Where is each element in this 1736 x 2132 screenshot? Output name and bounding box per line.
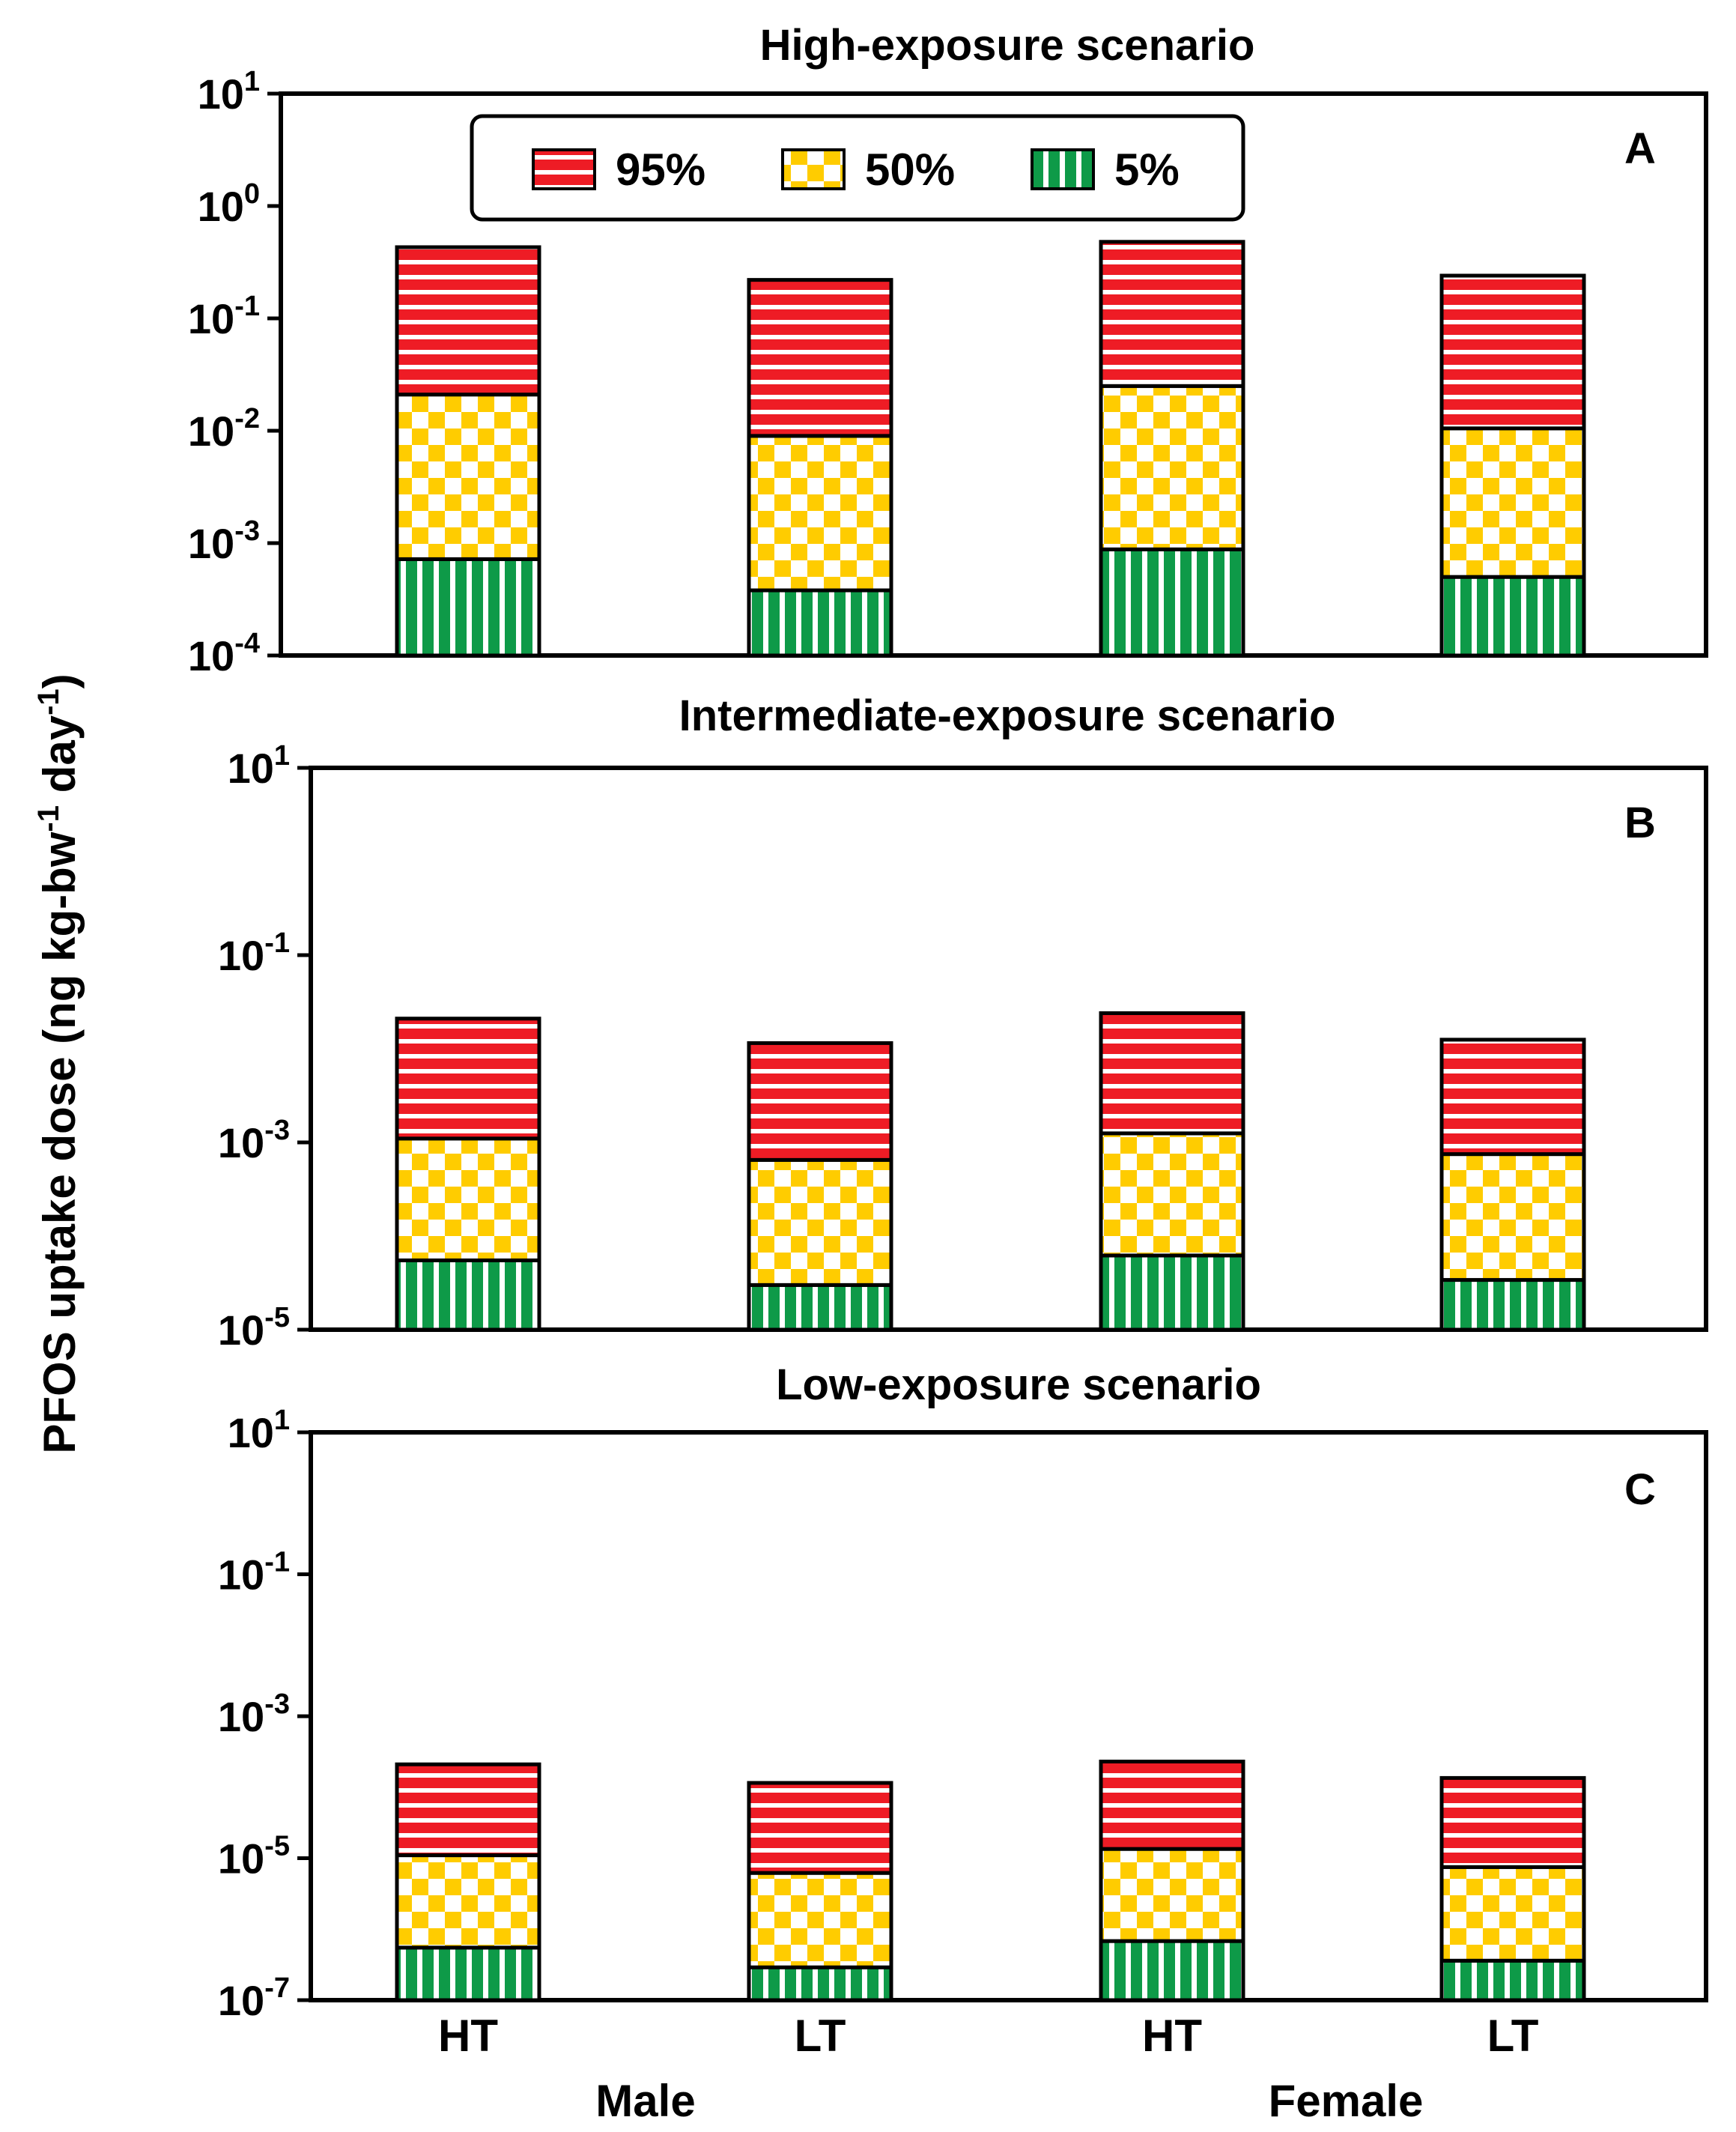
bar-segment-95-ht-0	[395, 1017, 541, 1141]
y-tick-label: 100	[198, 178, 260, 230]
bar-segment-95-lt-1	[747, 1041, 893, 1162]
legend: 95% 50% 5%	[470, 114, 1245, 222]
y-tick-label: 10-3	[218, 1689, 290, 1740]
y-tick-label: 10-3	[218, 1115, 290, 1166]
bar-segment-95-ht-0	[395, 1762, 541, 1858]
bar-segment-50-lt-3	[1439, 1865, 1586, 1963]
bar-segment-5-ht-2	[1099, 1939, 1245, 2002]
bar-segment-5-ht-0	[395, 1258, 541, 1332]
bar-segment-95-lt-3	[1439, 273, 1586, 431]
panel-c-bars	[395, 1759, 1586, 2002]
panel-b-label: B	[1624, 799, 1656, 847]
legend-label-50: 50%	[865, 145, 955, 195]
y-tick-label: 10-4	[188, 628, 260, 679]
panel-a-yaxis: 101 100 10-1 10-2 10-3 10-4	[188, 66, 281, 679]
y-tick-label: 101	[228, 1405, 290, 1456]
y-tick-label: 10-3	[188, 515, 260, 567]
bar-segment-95-ht-2	[1099, 240, 1245, 388]
y-axis-label: PFOS uptake dose (ng kg-bw-1 day-1)	[32, 673, 85, 1453]
x-category-label: HT	[438, 2011, 498, 2061]
bar-segment-95-ht-0	[395, 245, 541, 397]
panel-b: Intermediate-exposure scenario 10110-110…	[218, 691, 1708, 1354]
bar-segment-5-ht-2	[1099, 547, 1245, 658]
panel-c-yaxis: 101 10-1 10-3 10-5 10-7	[218, 1405, 311, 2024]
bar-segment-95-lt-3	[1439, 1775, 1586, 1869]
panel-a: High-exposure scenario 101 100 10-1 10-2 10-…	[188, 21, 1708, 679]
x-category-label: LT	[1487, 2011, 1539, 2061]
bar-segment-50-lt-1	[747, 1871, 893, 1969]
bar-segment-50-ht-0	[395, 1853, 541, 1950]
bar-segment-95-lt-3	[1439, 1038, 1586, 1157]
legend-swatch-5	[1031, 148, 1095, 190]
legend-label-5: 5%	[1114, 145, 1180, 195]
bar-segment-50-lt-1	[747, 1157, 893, 1287]
y-tick-label: 10-1	[218, 1547, 290, 1599]
bar-segment-5-ht-2	[1099, 1253, 1245, 1332]
panel-b-bars	[395, 1011, 1586, 1332]
panel-a-title: High-exposure scenario	[760, 21, 1255, 70]
bar-segment-5-lt-3	[1439, 1958, 1586, 2002]
y-tick-label: 10-1	[218, 927, 290, 979]
panel-c-label: C	[1624, 1465, 1656, 1514]
y-tick-label: 10-7	[218, 1972, 290, 2024]
y-tick-label: 101	[228, 740, 290, 792]
panel-a-label: A	[1624, 124, 1656, 173]
bar-segment-50-ht-0	[395, 1136, 541, 1262]
x-category-label: HT	[1142, 2011, 1202, 2061]
x-axis-categories: HT LT HT LT	[438, 2011, 1538, 2061]
bar-segment-5-ht-0	[395, 1945, 541, 2002]
bar-segment-5-lt-1	[747, 588, 893, 658]
panel-b-title: Intermediate-exposure scenario	[679, 691, 1336, 740]
panel-a-bars	[395, 240, 1586, 658]
legend-box	[470, 114, 1245, 222]
bar-segment-95-lt-1	[747, 1781, 893, 1875]
bar-segment-95-ht-2	[1099, 1759, 1245, 1851]
bar-segment-5-lt-3	[1439, 575, 1586, 658]
x-category-label: LT	[795, 2011, 846, 2061]
legend-label-95: 95%	[616, 145, 705, 195]
bar-segment-50-lt-3	[1439, 426, 1586, 579]
panel-c-title: Low-exposure scenario	[776, 1360, 1261, 1409]
bar-segment-50-lt-3	[1439, 1152, 1586, 1282]
bar-segment-5-lt-3	[1439, 1278, 1586, 1332]
bar-segment-5-ht-0	[395, 557, 541, 658]
y-tick-label: 101	[198, 66, 260, 118]
group-label-male: Male	[595, 2076, 695, 2126]
bar-segment-50-ht-2	[1099, 1131, 1245, 1258]
y-tick-label: 10-5	[218, 1831, 290, 1883]
bar-segment-95-ht-2	[1099, 1011, 1245, 1136]
bar-segment-95-lt-1	[747, 278, 893, 438]
group-label-female: Female	[1269, 2076, 1424, 2126]
bar-segment-50-ht-0	[395, 393, 541, 561]
legend-swatch-95	[532, 148, 596, 190]
y-tick-label: 10-1	[188, 291, 260, 342]
y-tick-label: 10-5	[218, 1302, 290, 1354]
bar-segment-5-lt-1	[747, 1965, 893, 2002]
panel-b-yaxis: 101 10-1 10-3 10-5	[218, 740, 311, 1354]
legend-swatch-50	[781, 148, 846, 190]
bar-segment-50-ht-2	[1099, 384, 1245, 551]
panel-c: Low-exposure scenario 101 10-1 10-3 10-5 10-…	[218, 1360, 1708, 2024]
y-tick-label: 10-2	[188, 403, 260, 455]
bar-segment-5-lt-1	[747, 1282, 893, 1332]
bar-segment-50-ht-2	[1099, 1847, 1245, 1943]
bar-segment-50-lt-1	[747, 434, 893, 593]
